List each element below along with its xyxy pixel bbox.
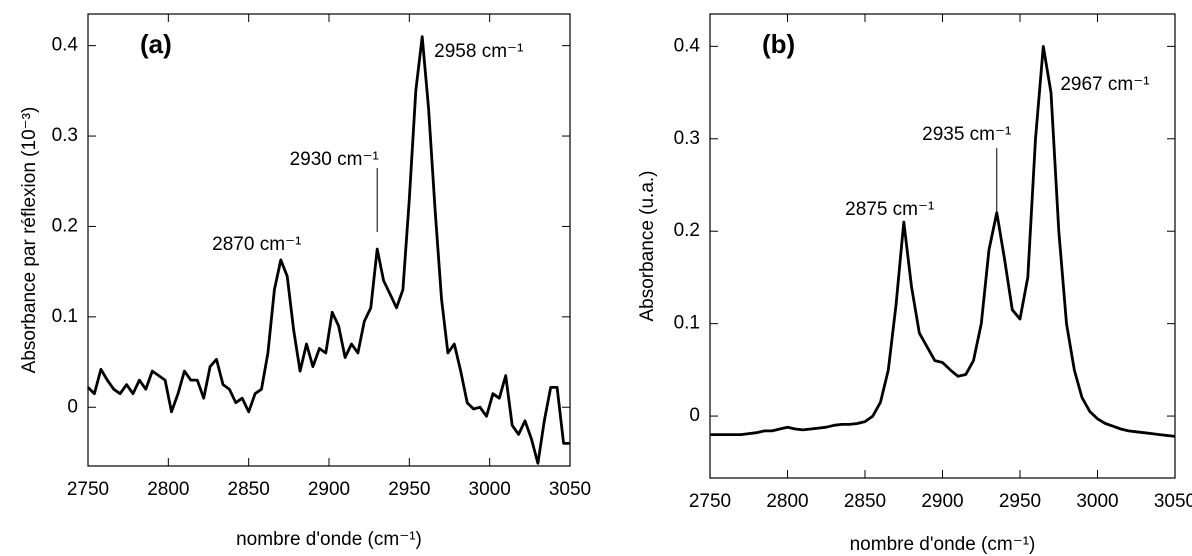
spectrum-line: [710, 45, 1176, 438]
y-tick-label: 0.2: [52, 215, 78, 236]
x-tick-label: 2800: [766, 491, 808, 512]
peak-label: 2935 cm⁻¹: [922, 124, 1011, 145]
x-tick-label: 2850: [228, 479, 270, 500]
spectrum-line: [87, 35, 570, 465]
x-tick-label: 3050: [1154, 491, 1192, 512]
y-tick-label: 0.1: [674, 313, 700, 334]
y-axis-title: Absorbance par réflexion (10⁻³): [19, 107, 40, 374]
peak-label: 2870 cm⁻¹: [212, 234, 301, 255]
y-tick-label: 0: [689, 405, 700, 426]
x-tick-label: 2950: [388, 479, 430, 500]
x-tick-label: 2850: [844, 491, 886, 512]
peak-label: 2875 cm⁻¹: [845, 199, 934, 220]
y-tick-label: 0.3: [674, 128, 700, 149]
x-tick-label: 2900: [308, 479, 350, 500]
x-tick-label: 2750: [67, 479, 109, 500]
peak-label: 2967 cm⁻¹: [1060, 74, 1149, 95]
y-tick-label: 0.4: [52, 35, 79, 56]
x-tick-label: 2800: [147, 479, 189, 500]
y-tick-label: 0.4: [674, 35, 701, 56]
peak-label: 2958 cm⁻¹: [434, 41, 523, 62]
y-tick-label: 0.1: [52, 306, 78, 327]
x-tick-label: 2900: [921, 491, 963, 512]
y-axis-title: Absorbance (u.a.): [637, 170, 658, 321]
x-tick-label: 2750: [689, 491, 731, 512]
y-tick-label: 0.3: [52, 125, 78, 146]
x-tick-label: 3050: [549, 479, 591, 500]
x-tick-label: 3000: [1076, 491, 1118, 512]
x-axis-title: nombre d'onde (cm⁻¹): [236, 529, 422, 550]
x-tick-label: 3000: [469, 479, 511, 500]
panel-label: (b): [762, 29, 795, 59]
y-tick-label: 0.2: [674, 220, 700, 241]
x-tick-label: 2950: [999, 491, 1041, 512]
peak-label: 2930 cm⁻¹: [290, 149, 379, 170]
y-tick-label: 0: [67, 396, 78, 417]
x-axis-title: nombre d'onde (cm⁻¹): [850, 534, 1036, 555]
panel-label: (a): [140, 29, 172, 59]
